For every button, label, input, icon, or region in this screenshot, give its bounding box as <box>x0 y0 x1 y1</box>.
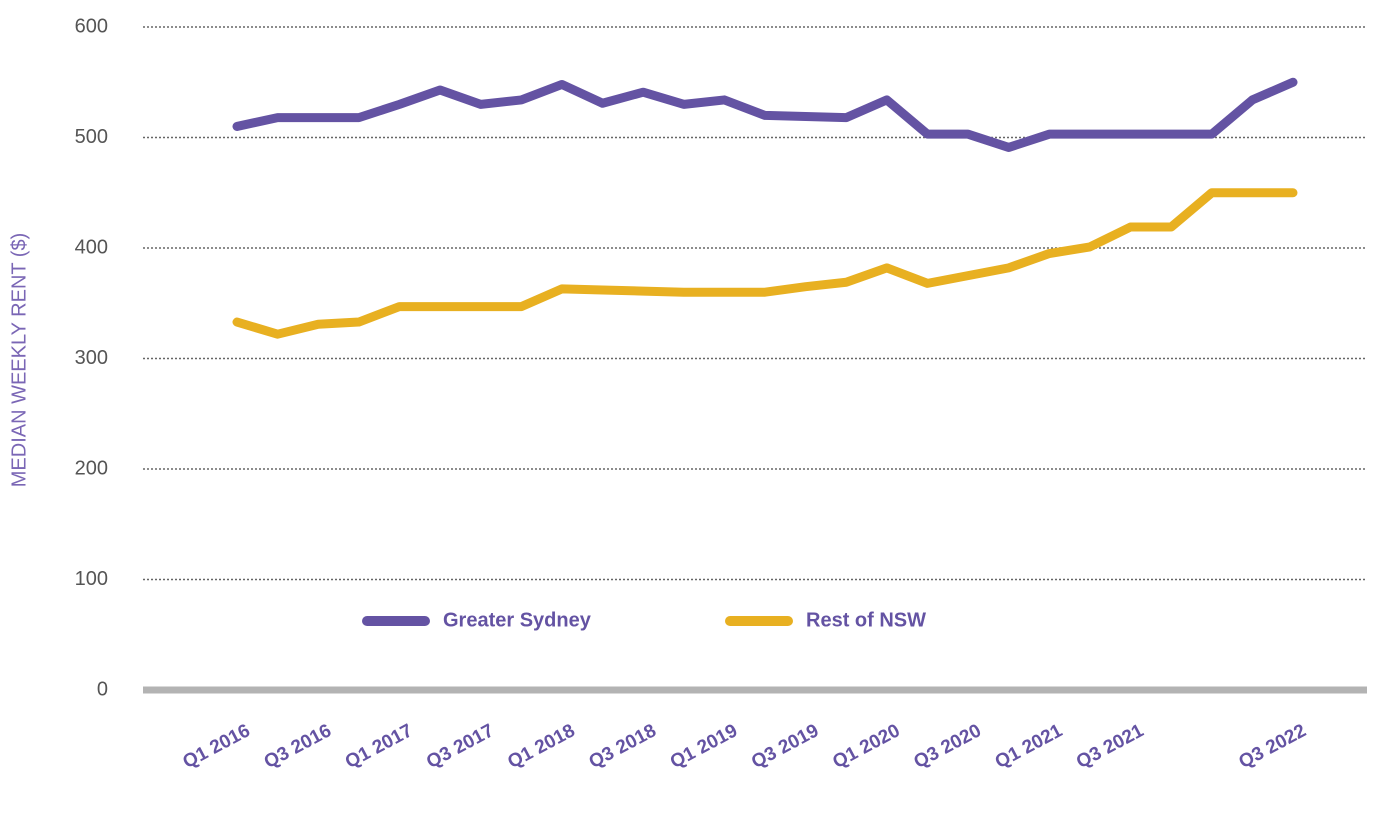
legend-label: Greater Sydney <box>443 609 592 631</box>
x-tick-label: Q1 2017 <box>342 720 416 773</box>
x-tick-label: Q1 2021 <box>992 720 1067 773</box>
x-tick-label: Q3 2016 <box>261 720 335 773</box>
x-tick-label: Q3 2018 <box>586 720 660 773</box>
legend-label: Rest of NSW <box>806 609 926 631</box>
y-tick-label: 300 <box>75 347 108 369</box>
x-tick-label: Q3 2020 <box>911 720 985 773</box>
x-tick-label: Q1 2016 <box>179 720 253 773</box>
line <box>232 77 1298 152</box>
x-tick-label: Q1 2018 <box>504 720 578 773</box>
y-tick-label: 500 <box>75 126 108 148</box>
x-tick-label: Q1 2019 <box>667 720 741 773</box>
x-tick-label: Q3 2021 <box>1073 720 1148 773</box>
y-tick-label: 100 <box>75 568 108 590</box>
x-tick-label: Q3 2017 <box>423 720 497 773</box>
x-tick-label: Q3 2022 <box>1235 720 1309 773</box>
line <box>232 188 1298 339</box>
x-tick-label: Q3 2019 <box>748 720 822 773</box>
y-axis-label: MEDIAN WEEKLY RENT ($) <box>8 233 30 488</box>
y-tick-label: 400 <box>75 236 108 258</box>
x-tick-label: Q1 2020 <box>829 720 903 773</box>
y-tick-label: 200 <box>75 457 108 479</box>
y-tick-label: 0 <box>97 678 108 700</box>
y-tick-label: 600 <box>75 15 108 37</box>
